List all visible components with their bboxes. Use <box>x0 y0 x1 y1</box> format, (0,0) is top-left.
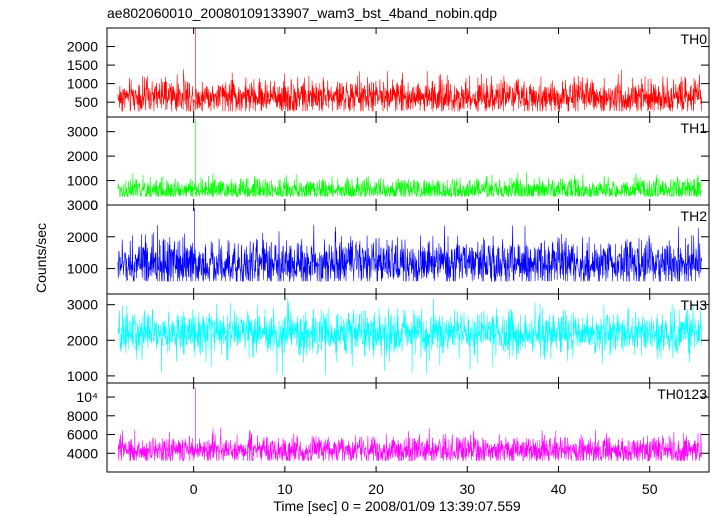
y-axis-title: Counts/sec <box>33 223 49 293</box>
series-trace-th2 <box>117 208 702 283</box>
panel-frame <box>106 382 710 473</box>
y-tick-label: 3000 <box>67 124 98 140</box>
y-tick-label: 3000 <box>67 197 98 213</box>
series-trace-th3 <box>117 297 702 376</box>
y-tick-label: 1000 <box>67 76 98 92</box>
y-tick-label: 1000 <box>67 173 98 189</box>
y-tick-label: 8000 <box>67 408 98 424</box>
series-label-th0: TH0 <box>681 31 708 47</box>
y-tick-label: 2000 <box>67 39 98 55</box>
y-tick-label: 2000 <box>67 229 98 245</box>
y-tick-label: 10⁴ <box>76 389 98 405</box>
panel-frame <box>106 204 710 295</box>
y-tick-label: 4000 <box>67 445 98 461</box>
y-tick-label: 1000 <box>67 368 98 384</box>
series-trace-th0123 <box>117 387 702 462</box>
series-trace-th1 <box>117 119 702 198</box>
y-tick-label: 2000 <box>67 332 98 348</box>
panel-th2: 1000 2000 3000 TH2 <box>67 197 710 295</box>
panel-th0: 500 1000 1500 2000 TH0 <box>67 27 710 118</box>
x-tick-label: 50 <box>642 481 658 497</box>
y-tick-label: 500 <box>75 94 99 110</box>
panel-th1: 0 1000 2000 3000 TH1 <box>67 116 710 213</box>
series-trace-th0 <box>117 28 702 112</box>
x-tick-label: 10 <box>277 481 293 497</box>
y-tick-label: 2000 <box>67 148 98 164</box>
y-tick-label: 1000 <box>67 261 98 277</box>
panel-th0123: 4000 6000 8000 10⁴ TH0123 <box>67 382 710 473</box>
series-label-th1: TH1 <box>681 120 708 136</box>
x-tick-label: 0 <box>190 481 198 497</box>
series-label-th2: TH2 <box>681 208 708 224</box>
y-tick-label: 1500 <box>67 57 98 73</box>
x-tick-label: 30 <box>459 481 475 497</box>
series-label-th0123: TH0123 <box>657 386 707 402</box>
x-tick-label: 20 <box>368 481 384 497</box>
y-tick-label: 3000 <box>67 297 98 313</box>
panel-th3: 1000 2000 3000 TH3 <box>67 293 710 384</box>
chart-title: ae802060010_20080109133907_wam3_bst_4ban… <box>107 5 497 21</box>
series-label-th3: TH3 <box>681 297 708 313</box>
x-axis-title: Time [sec] 0 = 2008/01/09 13:39:07.559 <box>273 498 521 514</box>
y-tick-label: 0 <box>90 197 98 213</box>
x-tick-label: 40 <box>551 481 567 497</box>
y-tick-label: 6000 <box>67 427 98 443</box>
